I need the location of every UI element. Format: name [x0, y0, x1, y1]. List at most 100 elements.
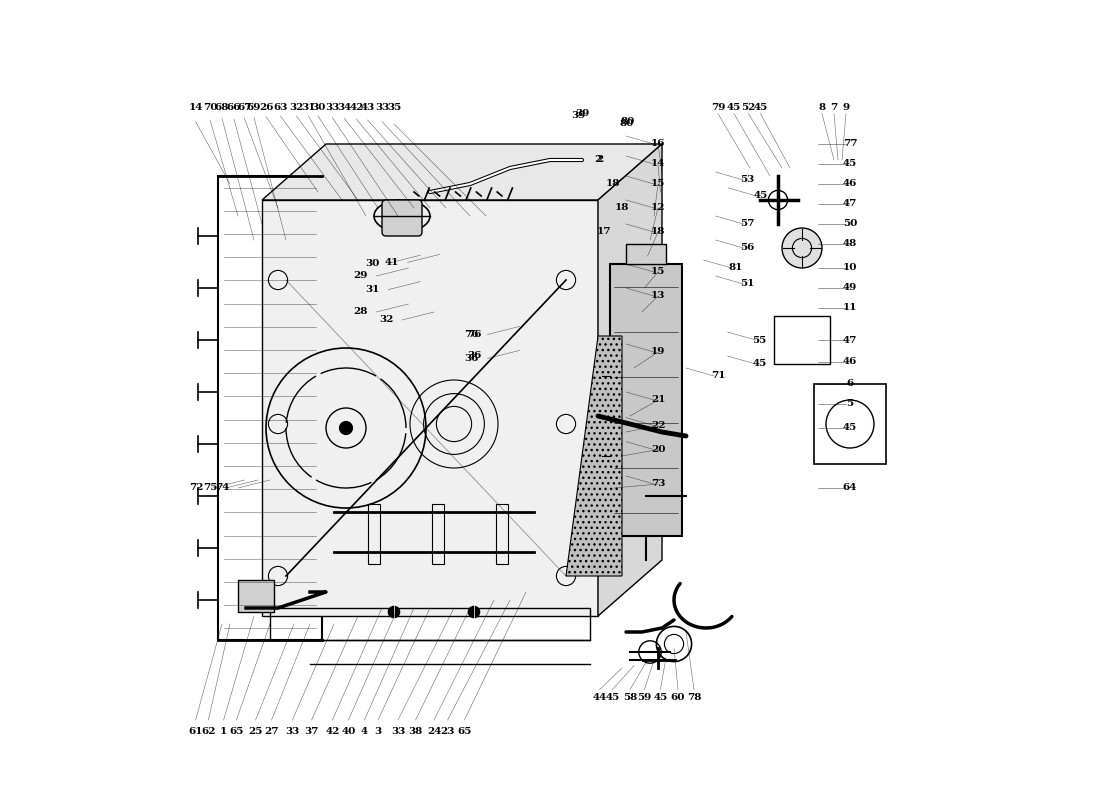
- Text: 78: 78: [686, 693, 701, 702]
- Text: 18: 18: [605, 179, 619, 189]
- Text: 8: 8: [818, 103, 826, 113]
- Text: 60: 60: [671, 693, 685, 702]
- Bar: [774, 316, 830, 364]
- Text: 65: 65: [229, 727, 243, 737]
- Text: 23: 23: [440, 727, 454, 737]
- Text: 47: 47: [843, 335, 857, 345]
- Text: 55: 55: [752, 335, 767, 345]
- Text: 43: 43: [361, 103, 375, 113]
- Text: 48: 48: [843, 239, 857, 249]
- Text: 29: 29: [353, 271, 367, 281]
- Text: 18: 18: [615, 203, 629, 213]
- Polygon shape: [598, 144, 662, 616]
- Text: 50: 50: [843, 219, 857, 229]
- Text: 30: 30: [365, 258, 380, 268]
- Bar: [496, 504, 508, 564]
- Text: 72: 72: [189, 483, 204, 493]
- Bar: [610, 264, 682, 536]
- Text: 77: 77: [843, 139, 857, 149]
- Text: 76: 76: [466, 330, 482, 339]
- Text: 31: 31: [301, 103, 316, 113]
- Text: 74: 74: [214, 483, 229, 493]
- Text: 63: 63: [273, 103, 287, 113]
- Text: 32: 32: [378, 315, 393, 325]
- Text: 2: 2: [594, 155, 602, 165]
- Text: 20: 20: [651, 445, 666, 454]
- Text: 40: 40: [341, 727, 355, 737]
- Text: 33: 33: [326, 103, 340, 113]
- Text: 21: 21: [651, 395, 666, 405]
- Bar: [367, 504, 381, 564]
- Text: 56: 56: [740, 243, 755, 253]
- Text: 19: 19: [651, 347, 666, 357]
- Text: 1: 1: [220, 727, 228, 737]
- Text: 45: 45: [653, 693, 668, 702]
- Circle shape: [769, 190, 788, 210]
- Text: 33: 33: [390, 727, 405, 737]
- Text: 34: 34: [338, 103, 352, 113]
- Text: 31: 31: [365, 285, 380, 294]
- Circle shape: [388, 606, 399, 618]
- Text: 45: 45: [605, 693, 619, 702]
- Text: 36: 36: [464, 354, 478, 363]
- Text: 17: 17: [597, 227, 612, 237]
- Text: 46: 46: [843, 179, 857, 189]
- Text: 25: 25: [249, 727, 263, 737]
- Text: 58: 58: [623, 693, 637, 702]
- Text: 18: 18: [651, 227, 666, 237]
- Text: 47: 47: [843, 199, 857, 209]
- Circle shape: [340, 422, 352, 434]
- Text: 45: 45: [727, 103, 741, 113]
- Text: 14: 14: [188, 103, 202, 113]
- Text: 80: 80: [619, 119, 634, 129]
- Text: 80: 80: [620, 117, 635, 126]
- Text: 45: 45: [754, 103, 768, 113]
- Text: 52: 52: [741, 103, 756, 113]
- Text: 49: 49: [843, 283, 857, 293]
- Text: 62: 62: [201, 727, 216, 737]
- Text: 71: 71: [711, 371, 725, 381]
- Bar: [814, 384, 886, 464]
- Text: 57: 57: [740, 219, 755, 229]
- Text: 45: 45: [754, 191, 768, 201]
- Text: 39: 39: [571, 111, 585, 121]
- Text: 22: 22: [651, 421, 666, 430]
- Text: 3: 3: [374, 727, 382, 737]
- Bar: [238, 580, 274, 612]
- Text: 41: 41: [384, 258, 399, 267]
- Text: 66: 66: [227, 103, 241, 113]
- Text: 42: 42: [349, 103, 364, 113]
- Text: 51: 51: [740, 279, 755, 289]
- Text: 79: 79: [711, 103, 725, 113]
- Text: 65: 65: [458, 727, 472, 737]
- Polygon shape: [262, 144, 662, 200]
- Text: 26: 26: [258, 103, 273, 113]
- Text: 7: 7: [830, 103, 837, 113]
- Text: 35: 35: [387, 103, 402, 113]
- Circle shape: [469, 606, 480, 618]
- Text: 73: 73: [651, 479, 666, 489]
- Text: 11: 11: [843, 303, 857, 313]
- Text: 4: 4: [361, 727, 368, 737]
- Text: 32: 32: [289, 103, 304, 113]
- Text: 15: 15: [651, 267, 666, 277]
- Text: 2: 2: [596, 155, 603, 165]
- Text: 39: 39: [575, 109, 590, 118]
- Text: 45: 45: [843, 159, 857, 169]
- Text: 37: 37: [305, 727, 319, 737]
- Text: 45: 45: [843, 423, 857, 433]
- Text: 38: 38: [408, 727, 422, 737]
- Text: 33: 33: [285, 727, 299, 737]
- Text: 10: 10: [843, 263, 857, 273]
- Polygon shape: [566, 336, 621, 576]
- Text: 76: 76: [464, 330, 478, 339]
- Text: 53: 53: [740, 175, 755, 185]
- Text: 46: 46: [843, 357, 857, 366]
- Text: 5: 5: [846, 399, 854, 409]
- Text: 27: 27: [264, 727, 279, 737]
- Polygon shape: [262, 200, 598, 616]
- Circle shape: [782, 228, 822, 268]
- Text: 81: 81: [728, 263, 743, 273]
- Text: 9: 9: [843, 103, 849, 113]
- Bar: [218, 176, 322, 640]
